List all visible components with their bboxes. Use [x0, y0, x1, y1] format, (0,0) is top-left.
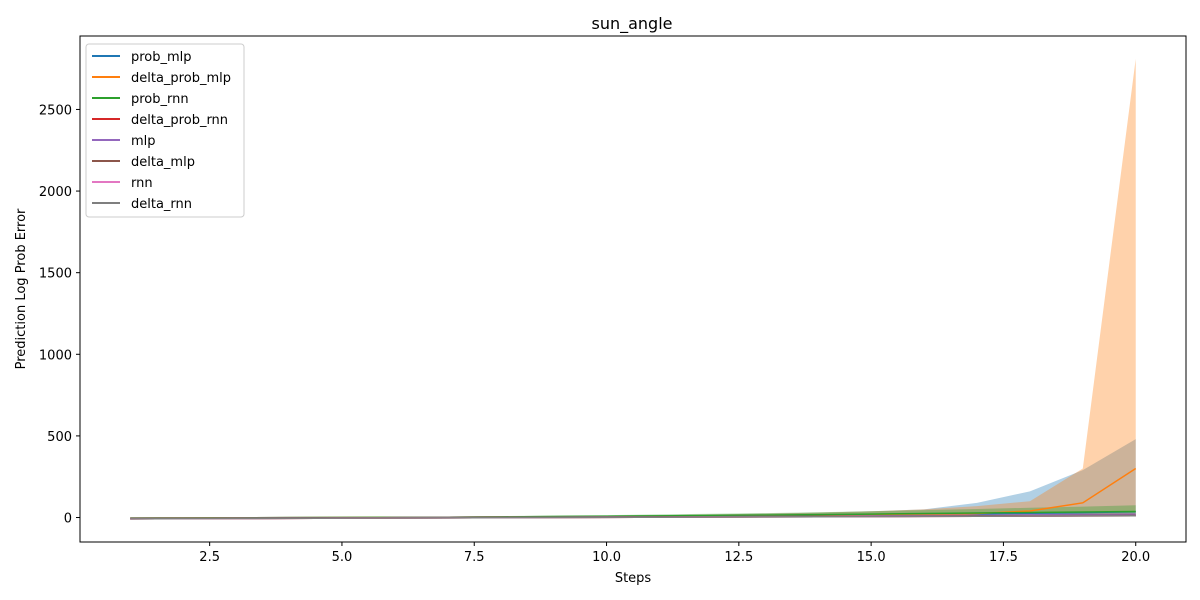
y-tick-label: 1000 [39, 348, 72, 363]
x-tick-label: 2.5 [199, 550, 220, 565]
x-tick-label: 12.5 [724, 550, 753, 565]
legend-entry: rnn [131, 176, 153, 191]
y-tick-label: 1500 [39, 267, 72, 282]
legend-box [85, 43, 245, 218]
x-tick-label: 7.5 [464, 550, 485, 565]
x-tick-label: 15.0 [857, 550, 886, 565]
line-delta_rnn [130, 514, 1136, 520]
legend-entry: delta_prob_rnn [131, 113, 228, 128]
legend-entry: mlp [131, 134, 156, 149]
legend: prob_mlp delta_prob_mlp prob_rnn delta_prob… [85, 43, 245, 218]
y-tick-label: 0 [64, 512, 72, 527]
band-prob_mlp [130, 439, 1136, 520]
x-axis-label: Steps [615, 571, 652, 586]
y-tick-label: 500 [47, 430, 72, 445]
band-delta_prob_mlp [130, 58, 1136, 520]
legend-entry: delta_mlp [131, 155, 195, 170]
plot-frame [79, 35, 1187, 543]
x-tick-label: 17.5 [989, 550, 1018, 565]
x-axis: 2.5 5.0 7.5 10.0 12.5 15.0 17.5 20.0 [199, 542, 1150, 565]
legend-entry: delta_rnn [131, 197, 192, 212]
series-lines [130, 467, 1137, 520]
y-axis-label: Prediction Log Prob Error [14, 208, 29, 369]
x-tick-label: 5.0 [332, 550, 353, 565]
legend-entry: prob_rnn [131, 92, 189, 107]
y-tick-label: 2000 [39, 185, 72, 200]
y-tick-label: 2500 [39, 103, 72, 118]
chart-title: sun_angle [591, 14, 672, 34]
x-tick-label: 10.0 [592, 550, 621, 565]
confidence-bands [130, 58, 1136, 520]
legend-entry: delta_prob_mlp [131, 71, 231, 86]
legend-entry: prob_mlp [131, 50, 192, 65]
y-axis: 0 500 1000 1500 2000 2500 [39, 103, 80, 527]
x-tick-label: 20.0 [1121, 550, 1150, 565]
